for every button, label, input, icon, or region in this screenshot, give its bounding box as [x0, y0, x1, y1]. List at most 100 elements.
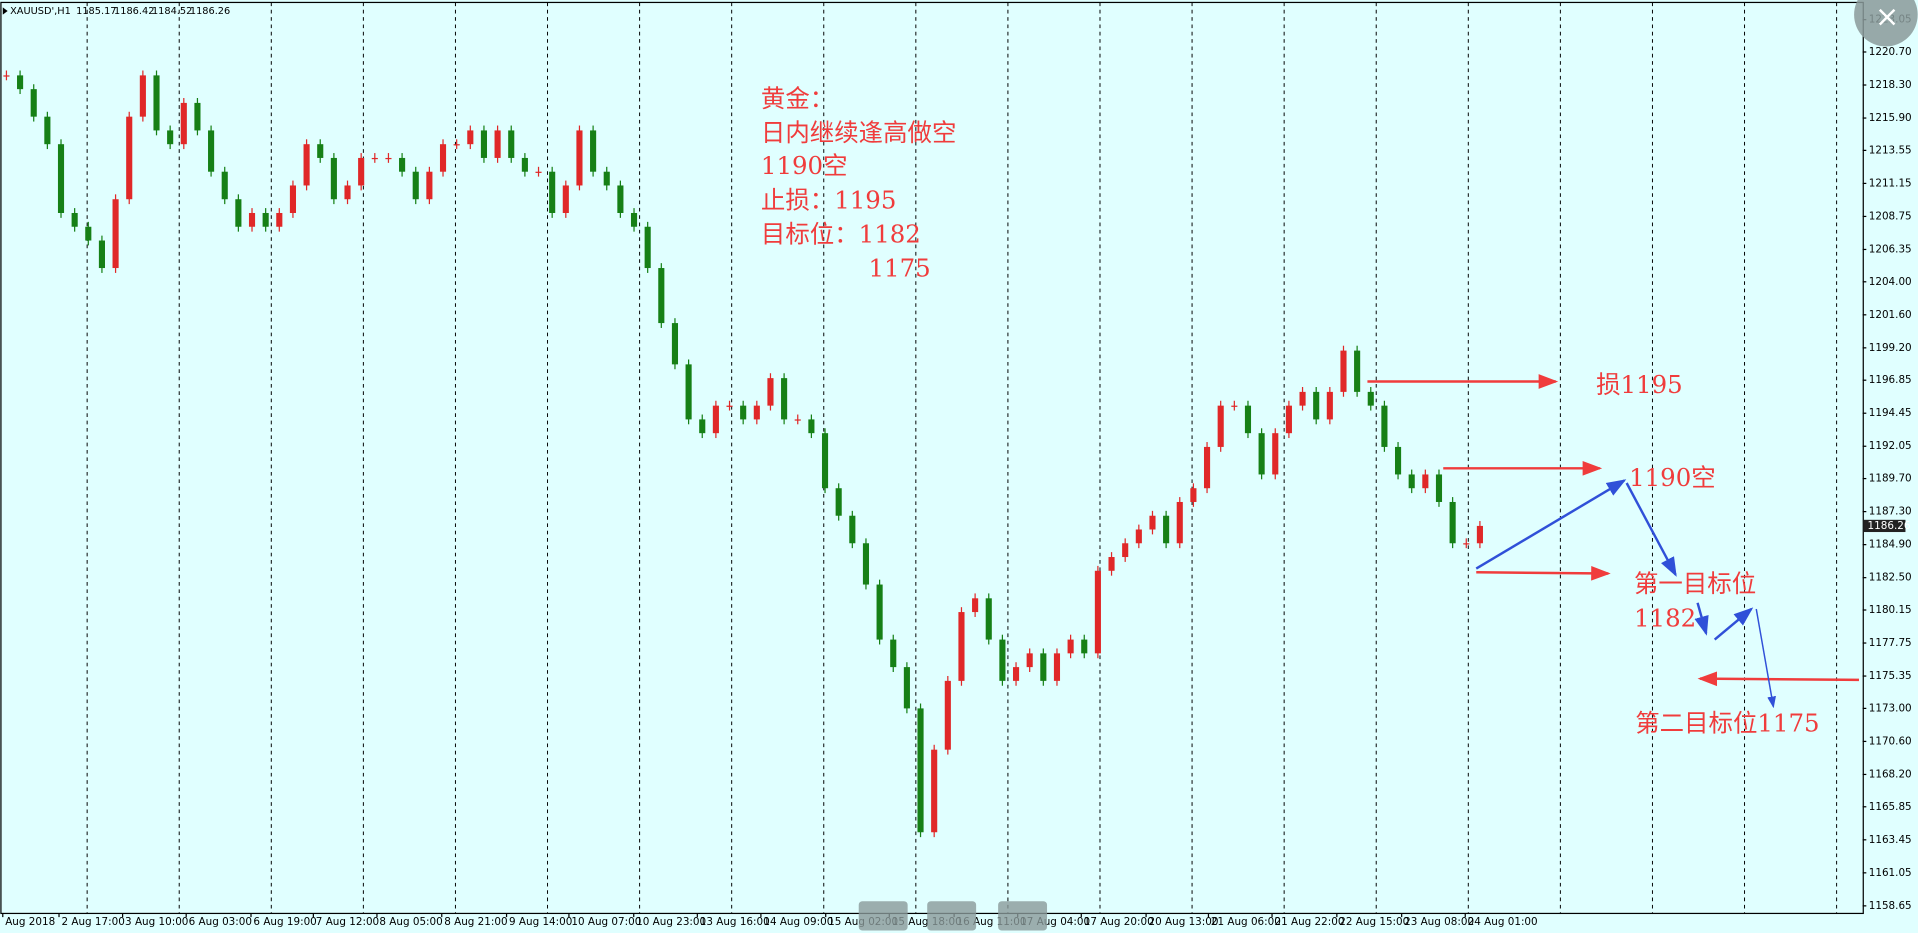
y-tick-label: 1189.70: [1869, 473, 1912, 485]
y-tick-label: 1220.70: [1869, 46, 1912, 58]
candle-body: [1217, 405, 1224, 447]
candle-body: [494, 130, 501, 158]
header-icon: [2, 7, 8, 15]
x-tick-label: 9 Aug 14:00: [509, 916, 572, 928]
candle-body: [576, 130, 583, 186]
close-icon[interactable]: [1878, 8, 1896, 26]
annotation: 1175: [869, 254, 931, 283]
candle-body: [1354, 350, 1361, 392]
candle-body: [71, 212, 78, 227]
candle-body: [30, 89, 37, 117]
candle-body: [344, 185, 351, 200]
candle-body: [1408, 474, 1415, 489]
candle-body: [972, 598, 979, 613]
x-tick-label: 6 Aug 19:00: [253, 916, 316, 928]
toolbar-button[interactable]: [927, 901, 977, 931]
toolbar-button[interactable]: [998, 901, 1048, 931]
candle-body: [726, 405, 733, 407]
candle-body: [289, 185, 297, 213]
high: 1186.42: [114, 6, 154, 17]
candle-body: [1067, 639, 1074, 654]
candle-body: [358, 157, 365, 186]
toolbar-button[interactable]: [858, 901, 908, 931]
annotation: 止损：1195: [761, 185, 897, 214]
annotation: 第二目标位1175: [1635, 709, 1819, 738]
arrow: [1713, 607, 1754, 641]
x-tick-label: 21 Aug 06:00: [1211, 916, 1281, 928]
x-tick-label: 8 Aug 21:00: [444, 916, 507, 928]
annotation: 1182: [1634, 603, 1696, 632]
candle-body: [958, 612, 965, 681]
y-tick-label: 1208.75: [1869, 210, 1912, 222]
candle-body: [221, 171, 228, 200]
x-tick-label: 24 Aug 01:00: [1468, 916, 1538, 928]
annotation: 1190空: [761, 151, 848, 180]
candle-body: [412, 171, 419, 200]
x-tick-label: 14 Aug 09:00: [763, 916, 833, 928]
candle-body: [85, 226, 92, 241]
y-tick-label: 1175.35: [1869, 670, 1912, 682]
candle-body: [903, 667, 910, 709]
arrow: [1697, 671, 1859, 687]
candle-body: [699, 419, 706, 434]
candle-body: [1258, 433, 1265, 475]
candle-body: [521, 157, 528, 172]
candle-body: [781, 378, 788, 420]
candle-body: [1135, 529, 1142, 544]
candle-body: [276, 212, 283, 227]
candle-body: [235, 199, 242, 227]
close-circle[interactable]: [1854, 0, 1918, 47]
candle-body: [1026, 653, 1033, 668]
y-tick-label: 1165.85: [1869, 801, 1912, 813]
arrow: [1475, 479, 1627, 570]
candle-body: [1422, 474, 1429, 489]
candle-body: [167, 130, 174, 145]
candle-body: [126, 116, 133, 200]
candle-body: [658, 268, 665, 324]
arrow: [1694, 602, 1709, 636]
candle-body: [480, 130, 488, 158]
arrow: [1476, 566, 1611, 581]
candle-body: [1285, 405, 1292, 434]
y-tick-label: 1158.65: [1869, 900, 1912, 912]
candle-body: [1340, 350, 1347, 392]
x-tick-label: 2 Aug 17:00: [61, 916, 124, 928]
candle-body: [685, 364, 692, 420]
y-tick-label: 1184.90: [1869, 539, 1912, 551]
candle-body: [1313, 391, 1320, 420]
y-tick-label: 1218.30: [1869, 79, 1912, 91]
annotation: 黄金：: [761, 84, 834, 113]
annotation: 损1195: [1596, 370, 1683, 399]
candle-body: [876, 584, 883, 640]
candle-body: [1272, 433, 1279, 475]
candle-body: [535, 171, 542, 173]
x-tick-label: 10 Aug 07:00: [571, 916, 641, 928]
candle-body: [1176, 501, 1183, 544]
candle-body: [808, 419, 815, 434]
candle-body: [712, 405, 719, 434]
candle-body: [139, 75, 146, 117]
candle-body: [590, 130, 597, 172]
y-tick-label: 1201.60: [1869, 309, 1912, 321]
x-tick-label: 10 Aug 23:00: [636, 916, 706, 928]
candle-body: [1094, 570, 1101, 654]
candle-body: [248, 212, 256, 227]
y-tick-label: 1206.35: [1869, 243, 1912, 255]
candle-body: [917, 708, 924, 833]
candle-body: [426, 171, 433, 200]
candle-body: [385, 157, 392, 160]
close-button[interactable]: [1854, 0, 1918, 47]
candle-body: [1203, 446, 1211, 489]
candle-body: [467, 130, 474, 145]
candle-body: [371, 157, 378, 160]
candle-body: [1367, 391, 1374, 406]
candle-body: [1326, 391, 1333, 420]
period-separators: [86, 2, 1838, 914]
annotations: 黄金：日内继续逢高做空1190空止损：1195目标位：11821175损1195…: [761, 84, 1820, 738]
candle-body: [931, 749, 938, 833]
y-tick-label: 1192.05: [1869, 440, 1912, 452]
candle-body: [208, 130, 215, 172]
x-tick-label: 13 Aug 16:00: [700, 916, 770, 928]
close: 1186.26: [190, 6, 230, 17]
candle-body: [1449, 501, 1456, 544]
